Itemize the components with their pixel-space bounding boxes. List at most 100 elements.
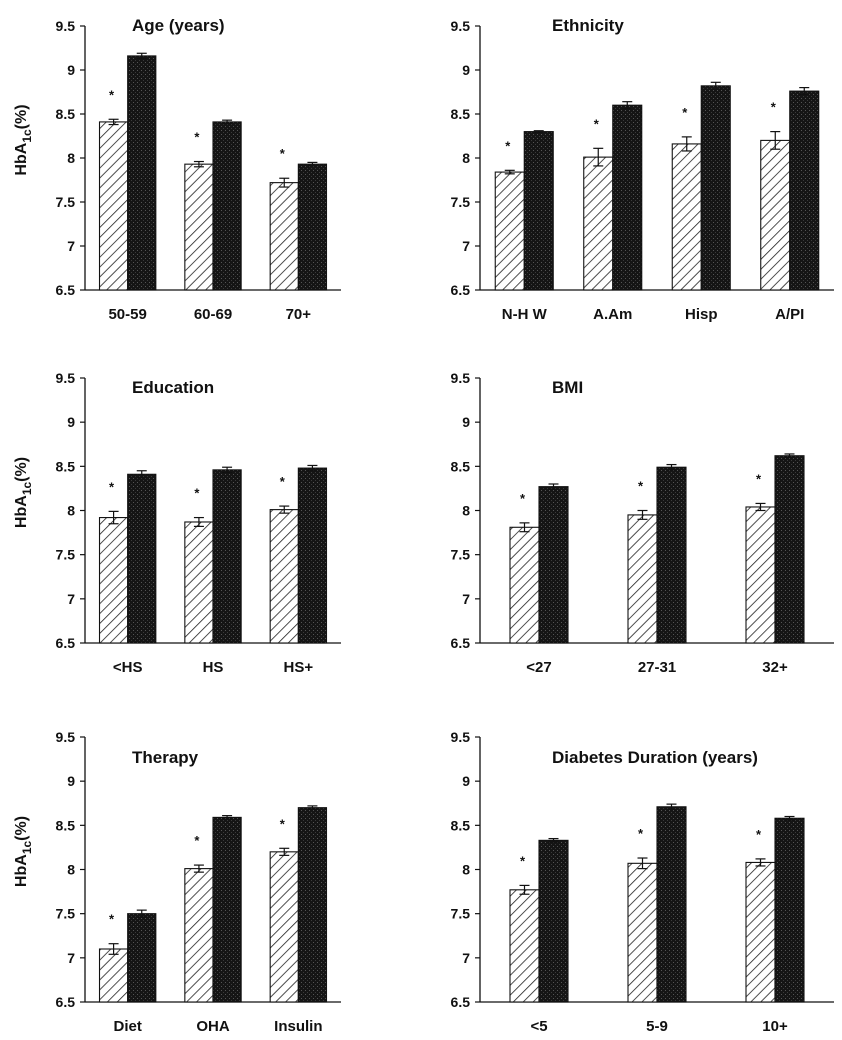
y-tick-label: 9.5 [56, 370, 76, 386]
significance-star: * [756, 827, 762, 842]
significance-star: * [638, 479, 644, 494]
bar-solid [297, 163, 328, 291]
y-tick-label: 7 [67, 950, 75, 966]
y-tick-label: 6.5 [56, 282, 76, 298]
x-category-label: HS [203, 659, 224, 676]
x-category-label: 70+ [286, 306, 312, 323]
y-tick-label: 7.5 [56, 547, 76, 563]
y-tick-label: 8.5 [451, 106, 471, 122]
x-category-label: 60-69 [194, 306, 232, 323]
x-category-label: Hisp [685, 306, 718, 323]
y-tick-label: 8.5 [451, 817, 471, 833]
y-tick-label: 9 [462, 62, 470, 78]
panel-title: Education [132, 378, 214, 397]
x-category-label: OHA [196, 1018, 230, 1035]
y-tick-label: 9 [67, 414, 75, 430]
y-axis-title: HbA1c(%) [13, 816, 34, 887]
bar-solid [656, 466, 687, 644]
y-tick-label: 8 [462, 862, 470, 878]
bar-solid [789, 90, 820, 291]
panel-title: Ethnicity [552, 16, 624, 35]
y-tick-label: 7.5 [451, 194, 471, 210]
y-tick-label: 6.5 [451, 994, 471, 1010]
significance-star: * [109, 87, 115, 102]
bar-solid [612, 104, 643, 291]
y-tick-label: 9.5 [56, 729, 76, 745]
y-tick-label: 7.5 [56, 194, 76, 210]
y-tick-label: 8.5 [56, 106, 76, 122]
panel-title: Therapy [132, 748, 199, 767]
significance-star: * [109, 479, 115, 494]
bar-hatched [269, 851, 299, 1003]
significance-star: * [194, 833, 200, 848]
bar-hatched [745, 506, 776, 644]
significance-star: * [280, 816, 286, 831]
y-tick-label: 6.5 [451, 282, 471, 298]
x-category-label: Insulin [274, 1018, 322, 1035]
y-tick-label: 9 [67, 62, 75, 78]
y-tick-label: 9 [462, 414, 470, 430]
bar-hatched [509, 526, 540, 644]
bar-solid [656, 806, 687, 1003]
bar-solid [538, 839, 569, 1003]
bar-hatched [745, 861, 776, 1003]
significance-star: * [771, 100, 777, 115]
y-tick-label: 8.5 [56, 817, 76, 833]
y-tick-label: 9.5 [451, 370, 471, 386]
significance-star: * [520, 491, 526, 506]
chart-panel-3: 6.5 7 7.5 8 8.5 9 9.5 BMI * <27 * 27-31 * 32+ [451, 370, 834, 676]
bar-solid [212, 469, 242, 644]
y-tick-label: 9.5 [451, 729, 471, 745]
chart-panel-0: 6.5 7 7.5 8 8.5 9 9.5 Age (years) HbA1c(%) * 50-59… [13, 16, 341, 323]
x-category-label: A/PI [775, 306, 804, 323]
significance-star: * [280, 146, 286, 161]
bar-hatched [583, 156, 614, 291]
bar-solid [523, 131, 554, 291]
bar-hatched [627, 862, 658, 1003]
bar-hatched [494, 171, 525, 291]
bar-solid [127, 473, 157, 644]
bar-solid [297, 807, 328, 1003]
y-tick-label: 8 [67, 503, 75, 519]
significance-star: * [638, 826, 644, 841]
bar-solid [538, 486, 569, 644]
y-tick-label: 9.5 [451, 18, 471, 34]
bar-hatched [627, 514, 658, 644]
significance-star: * [682, 105, 688, 120]
bar-hatched [184, 521, 214, 644]
significance-star: * [109, 912, 115, 927]
y-tick-label: 8 [67, 150, 75, 166]
significance-star: * [194, 130, 200, 145]
y-tick-label: 9 [462, 773, 470, 789]
bar-solid [212, 121, 242, 291]
y-tick-label: 7 [462, 238, 470, 254]
bar-hatched [98, 948, 129, 1003]
y-tick-label: 6.5 [56, 635, 76, 651]
bar-hatched [269, 182, 299, 291]
panel-title: BMI [552, 378, 583, 397]
significance-star: * [594, 116, 600, 131]
y-tick-label: 7.5 [56, 906, 76, 922]
bar-hatched [760, 139, 791, 291]
x-category-label: <27 [526, 659, 551, 676]
chart-panel-1: 6.5 7 7.5 8 8.5 9 9.5 Ethnicity * N-H W * A.Am * Hisp… [451, 16, 834, 323]
x-category-label: 27-31 [638, 659, 676, 676]
bar-solid [127, 913, 157, 1003]
y-tick-label: 7.5 [451, 906, 471, 922]
chart-panel-5: 6.5 7 7.5 8 8.5 9 9.5 Diabetes Duration (years)… [451, 729, 834, 1035]
significance-star: * [505, 138, 511, 153]
chart-panel-4: 6.5 7 7.5 8 8.5 9 9.5 Therapy HbA1c(%) * Diet * OHA *… [13, 729, 341, 1035]
y-tick-label: 7 [67, 591, 75, 607]
y-axis-title: HbA1c(%) [13, 457, 34, 528]
panel-title: Age (years) [132, 16, 225, 35]
x-category-label: <5 [530, 1018, 547, 1035]
bar-solid [774, 455, 805, 644]
bar-hatched [509, 889, 540, 1003]
significance-star: * [756, 471, 762, 486]
significance-star: * [520, 853, 526, 868]
y-tick-label: 7 [462, 950, 470, 966]
y-tick-label: 6.5 [451, 635, 471, 651]
x-category-label: 50-59 [108, 306, 146, 323]
x-category-label: 32+ [762, 659, 788, 676]
